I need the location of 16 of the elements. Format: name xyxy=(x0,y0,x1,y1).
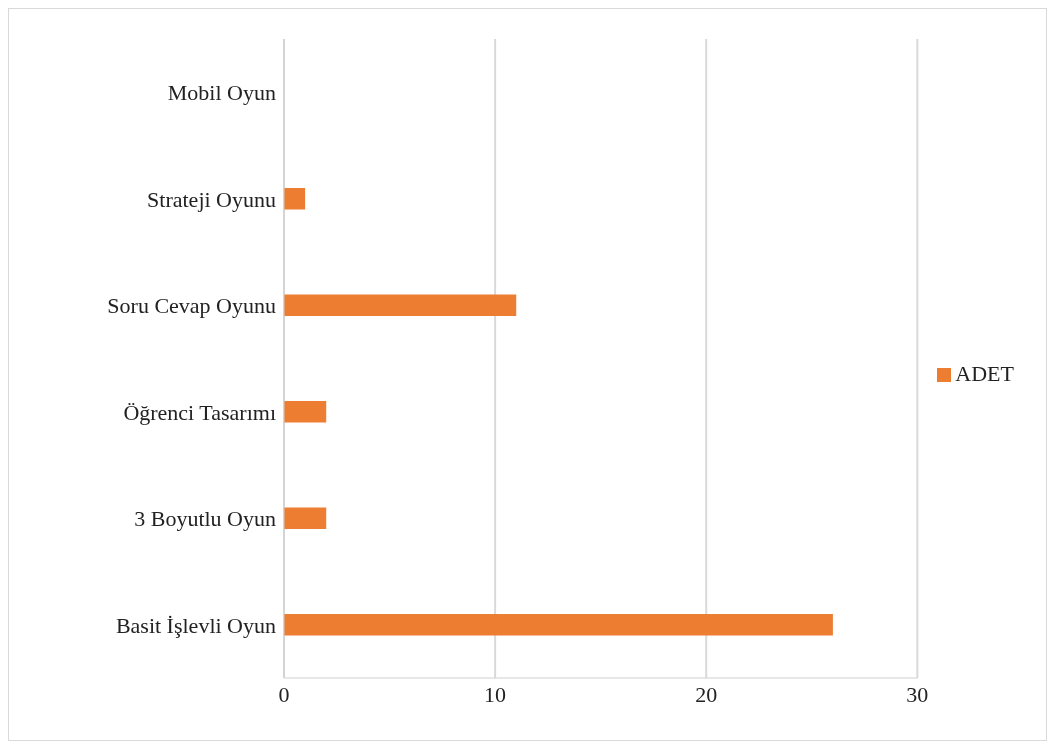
bar xyxy=(284,507,327,529)
y-tick-label: Strateji Oyunu xyxy=(147,186,276,212)
y-tick-label: 3 Boyutlu Oyun xyxy=(134,506,276,532)
x-tick-label: 10 xyxy=(484,681,507,707)
bar xyxy=(284,294,517,316)
x-tick-label: 30 xyxy=(906,681,929,707)
y-tick-label: Soru Cevap Oyunu xyxy=(107,293,276,319)
x-tick-label: 0 xyxy=(278,681,290,707)
legend-label: ADET xyxy=(955,360,1014,386)
y-tick-label: Öğrenci Tasarımı xyxy=(123,399,276,425)
bar xyxy=(284,401,327,423)
x-tick-label: 20 xyxy=(695,681,718,707)
y-tick-label: Basit İşlevli Oyun xyxy=(115,612,276,638)
y-tick-label: Mobil Oyun xyxy=(167,80,276,106)
bar xyxy=(284,614,833,636)
bar xyxy=(284,188,306,210)
